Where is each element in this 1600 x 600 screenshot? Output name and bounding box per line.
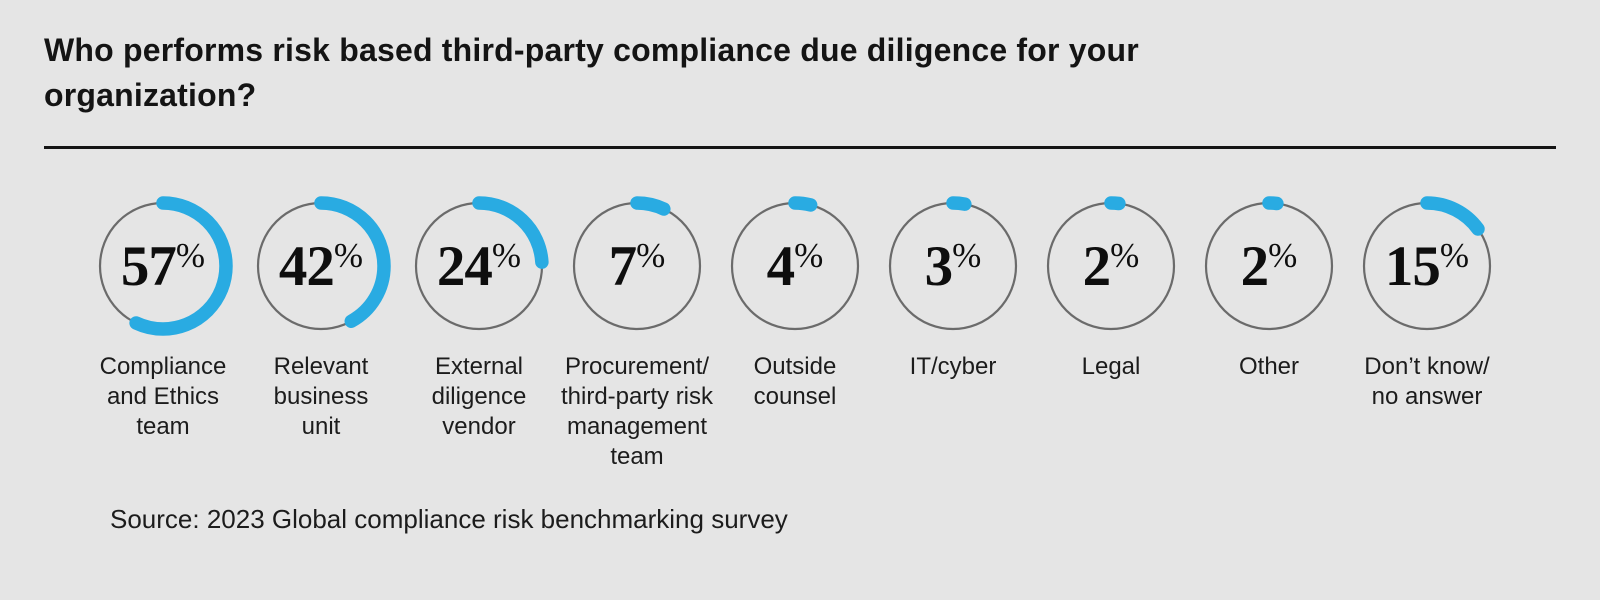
- donut-gauge: 2%: [1041, 196, 1181, 336]
- donut-gauge: 4%: [725, 196, 865, 336]
- donut-gauge: 57%: [93, 196, 233, 336]
- ring-value-arc: [1041, 196, 1181, 336]
- donut-label: Other: [1238, 353, 1300, 380]
- donut-ring: [1357, 196, 1497, 336]
- donut-ring: [1199, 196, 1339, 336]
- donut-gauge: 3%: [883, 196, 1023, 336]
- ring-value-arc: [567, 196, 707, 336]
- donut-label: IT/cyber: [909, 353, 997, 380]
- donut-ring: [409, 196, 549, 336]
- donut-chart-row: 57% Compliance and Ethics team 42% Relev…: [84, 196, 1506, 472]
- donut-item: 42% Relevant business unit: [242, 196, 400, 472]
- ring-value-arc: [93, 196, 233, 336]
- donut-label: External diligence vendor: [431, 353, 527, 440]
- donut-ring: [251, 196, 391, 336]
- ring-value-arc: [883, 196, 1023, 336]
- donut-label: Outside counsel: [753, 353, 837, 410]
- donut-item: 15% Don’t know/ no answer: [1348, 196, 1506, 472]
- donut-item: 4% Outside counsel: [716, 196, 874, 472]
- donut-label: Procurement/ third-party risk management…: [560, 353, 714, 470]
- ring-value-arc: [251, 196, 391, 336]
- donut-gauge: 2%: [1199, 196, 1339, 336]
- ring-value-arc: [409, 196, 549, 336]
- title-divider: [44, 146, 1556, 149]
- ring-track-circle: [572, 201, 702, 331]
- ring-track-circle: [1046, 201, 1176, 331]
- donut-item: 24% External diligence vendor: [400, 196, 558, 472]
- ring-track-circle: [1204, 201, 1334, 331]
- donut-label: Relevant business unit: [273, 353, 369, 440]
- donut-ring: [93, 196, 233, 336]
- donut-gauge: 24%: [409, 196, 549, 336]
- donut-gauge: 42%: [251, 196, 391, 336]
- donut-label: Don’t know/ no answer: [1364, 353, 1490, 410]
- chart-title: Who performs risk based third-party comp…: [44, 32, 1139, 113]
- donut-gauge: 15%: [1357, 196, 1497, 336]
- ring-track-circle: [730, 201, 860, 331]
- donut-item: 3% IT/cyber: [874, 196, 1032, 472]
- donut-ring: [1041, 196, 1181, 336]
- donut-item: 7% Procurement/ third-party risk managem…: [558, 196, 716, 472]
- ring-value-arc: [1357, 196, 1497, 336]
- donut-gauge: 7%: [567, 196, 707, 336]
- donut-item: 2% Other: [1190, 196, 1348, 472]
- ring-value-arc: [725, 196, 865, 336]
- donut-ring: [883, 196, 1023, 336]
- source-note: Source: 2023 Global compliance risk benc…: [110, 504, 788, 534]
- ring-track-circle: [888, 201, 1018, 331]
- donut-item: 57% Compliance and Ethics team: [84, 196, 242, 472]
- donut-label: Compliance and Ethics team: [99, 353, 227, 440]
- donut-item: 2% Legal: [1032, 196, 1190, 472]
- ring-value-arc: [1199, 196, 1339, 336]
- donut-label: Legal: [1081, 353, 1141, 380]
- donut-ring: [725, 196, 865, 336]
- donut-ring: [567, 196, 707, 336]
